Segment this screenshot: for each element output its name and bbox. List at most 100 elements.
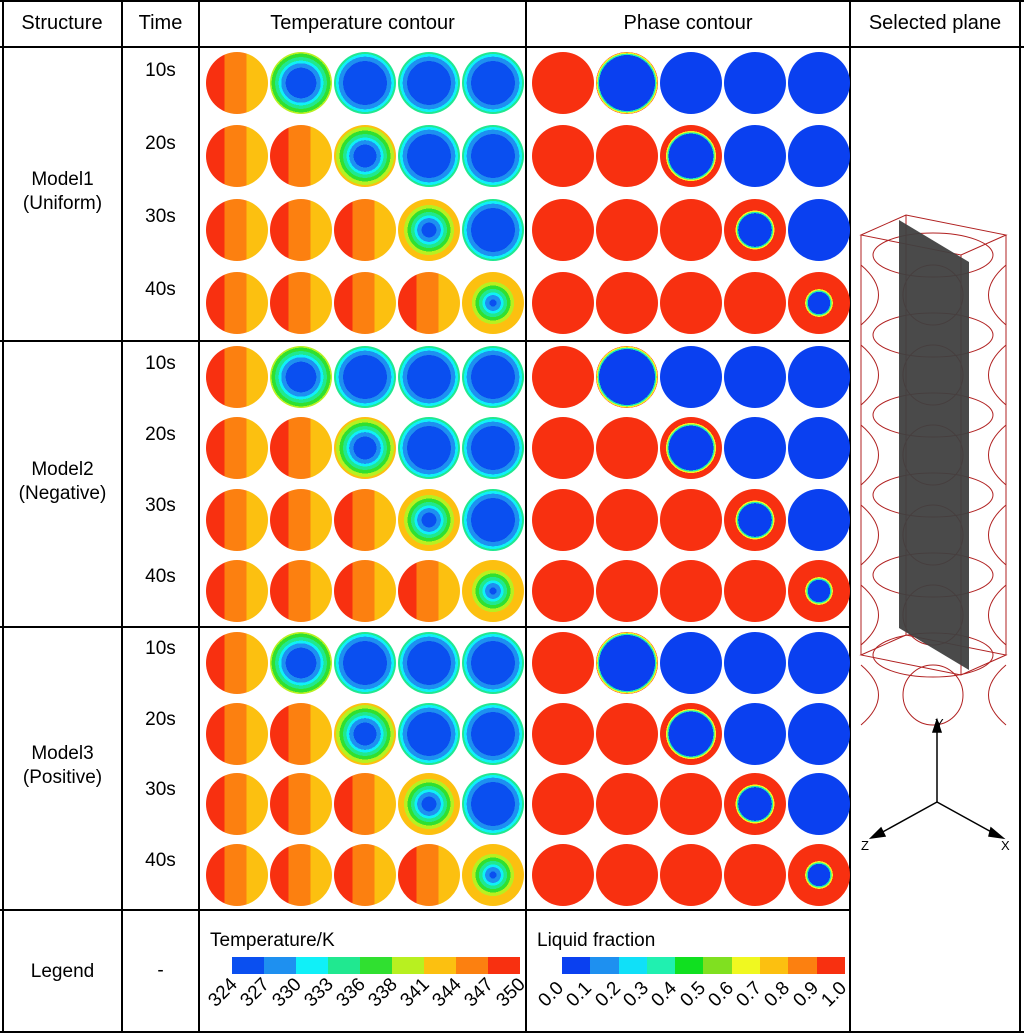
phase-contour-circle [724,843,786,906]
colorbar-segment [392,957,424,974]
temp-contour-circle [334,198,396,261]
header-structure: Structure [21,12,103,34]
temperature-contour-strip [206,271,524,334]
phase-contour-circle [660,773,722,835]
colorbar-segment [264,957,296,974]
grid-line [0,0,1024,2]
phase-contour-circle [660,488,722,551]
header-plane: Selected plane [868,12,1002,34]
colorbar-segment [456,957,488,974]
temp-contour-circle [462,843,524,906]
phase-contour-circle [724,632,786,694]
temp-contour-circle [398,346,460,408]
time-label: 10s [145,638,176,660]
temp-contour-circle [462,125,524,188]
phase-contour-circle [660,198,722,261]
temperature-contour-strip [206,52,524,114]
temp-contour-circle [206,488,268,551]
temp-contour-circle [398,632,460,694]
phase-contour-circle [596,702,658,765]
colorbar-segment [646,957,676,974]
colorbar-segment [816,957,845,974]
phase-contour-circle [724,702,786,765]
temp-contour-circle [462,559,524,622]
time-label: 40s [145,566,176,588]
grid-line [2,0,4,1033]
phase-contour-circle [596,198,658,261]
temp-contour-circle [206,125,268,188]
temp-contour-circle [462,702,524,765]
phase-contour-circle [788,488,850,551]
phase-contour-circle [724,125,786,188]
phase-contour-circle [596,417,658,480]
phase-contour-strip [532,559,850,622]
temperature-legend-title: Temperature/K [210,930,335,951]
colorbar-segment [731,957,761,974]
phase-contour-strip [532,843,850,906]
temp-contour-circle [270,52,332,114]
time-label: 20s [145,423,176,445]
temp-contour-circle [206,632,268,694]
temperature-contour-strip [206,702,524,765]
phase-contour-circle [532,488,594,551]
temperature-tick: 338 [364,974,402,1012]
header-temperature: Temperature contour [270,12,455,34]
temp-contour-circle [334,271,396,334]
temp-contour-circle [206,702,268,765]
phase-contour-strip [532,417,850,480]
phase-contour-circle [724,198,786,261]
temp-contour-circle [462,632,524,694]
temp-contour-circle [334,843,396,906]
phase-contour-circle [596,488,658,551]
temp-contour-circle [398,559,460,622]
temperature-contour-strip [206,125,524,188]
temp-contour-circle [462,52,524,114]
phase-contour-circle [532,559,594,622]
temp-contour-circle [398,702,460,765]
temp-contour-circle [398,417,460,480]
phase-legend-title: Liquid fraction [537,930,656,951]
temp-contour-circle [398,773,460,835]
model-type: (Positive) [22,767,103,788]
temp-contour-circle [398,198,460,261]
phase-contour-strip [532,488,850,551]
temperature-tick: 347 [460,974,498,1012]
time-label: 10s [145,352,176,374]
temp-contour-circle [398,125,460,188]
colorbar-segment [232,957,264,974]
temp-contour-circle [334,702,396,765]
grid-line [0,909,850,911]
time-label: 20s [145,132,176,154]
phase-contour-circle [788,271,850,334]
temp-contour-circle [270,198,332,261]
phase-contour-circle [788,125,850,188]
phase-contour-strip [532,125,850,188]
phase-contour-circle [724,417,786,480]
temp-contour-circle [270,773,332,835]
temp-contour-circle [206,773,268,835]
phase-contour-circle [660,417,722,480]
phase-contour-circle [532,271,594,334]
model-label: Model1 (Uniform) [3,168,122,216]
phase-contour-circle [532,702,594,765]
temperature-contour-strip [206,488,524,551]
temperature-tick: 330 [268,974,306,1012]
phase-contour-circle [788,773,850,835]
colorbar-segment [328,957,360,974]
temp-contour-circle [334,417,396,480]
phase-contour-circle [788,559,850,622]
model-name: Model3 [31,743,94,764]
grid-line [121,0,123,1033]
temp-contour-circle [334,559,396,622]
colorbar-segment [360,957,392,974]
temp-contour-circle [270,271,332,334]
phase-contour-strip [532,346,850,408]
temperature-tick: 341 [396,974,434,1012]
phase-contour-circle [660,346,722,408]
temperature-tick: 336 [332,974,370,1012]
phase-contour-strip [532,773,850,835]
colorbar-segment [488,957,520,974]
temperature-tick: 344 [428,974,466,1012]
phase-contour-circle [596,559,658,622]
phase-contour-strip [532,271,850,334]
